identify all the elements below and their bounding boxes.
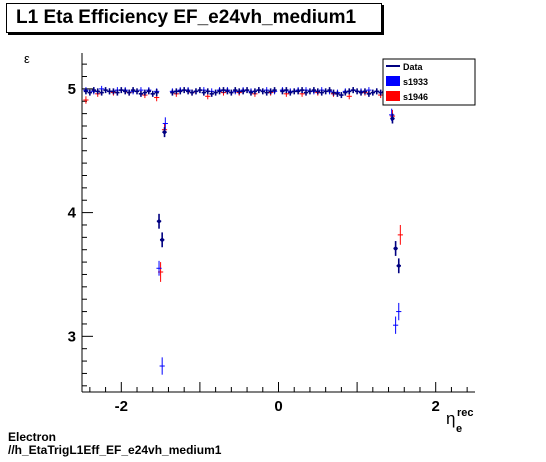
footer: Electron //h_EtaTrigL1Eff_EF_e24vh_mediu…: [8, 431, 221, 457]
data-marker: [157, 219, 161, 224]
svg-text:rec: rec: [457, 407, 474, 419]
chart-title-box: L1 Eta Efficiency EF_e24vh_medium1: [6, 3, 382, 33]
legend-s1946-swatch: [386, 91, 400, 101]
series-s1946: [83, 89, 474, 282]
y-tick-label: 4: [68, 205, 77, 222]
svg-text:η: η: [446, 409, 455, 428]
axis-tick-labels: -2 0 2 3 4 5: [68, 81, 440, 415]
x-axis-label: η e rec: [446, 407, 474, 435]
y-axis-label: ε: [24, 51, 30, 66]
y-tick-label: 3: [68, 328, 76, 345]
x-tick-label: 0: [274, 398, 282, 415]
x-tick-label: -2: [115, 398, 128, 415]
legend-s1933-label: s1933: [403, 77, 428, 87]
data-marker: [390, 116, 395, 121]
data-marker: [393, 246, 398, 251]
x-tick-label: 2: [432, 398, 440, 415]
data-marker: [162, 130, 167, 134]
legend-s1933-swatch: [386, 76, 400, 86]
svg-text:e: e: [456, 423, 462, 435]
chart-title: L1 Eta Efficiency EF_e24vh_medium1: [16, 7, 357, 28]
data-marker: [396, 264, 401, 268]
legend: Data s1933 s1946: [382, 58, 476, 106]
footer-particle-label: Electron: [8, 430, 57, 444]
series-data: [83, 87, 474, 274]
data-marks: [83, 85, 476, 375]
axis-ticks: [82, 63, 468, 392]
legend-data-label: Data: [403, 62, 424, 72]
y-tick-label: 5: [68, 81, 76, 98]
legend-s1946-label: s1946: [403, 92, 428, 102]
data-marker: [160, 238, 164, 242]
series-s1933: [83, 85, 476, 375]
footer-histogram-path: //h_EtaTrigL1Eff_EF_e24vh_medium1: [8, 443, 222, 457]
